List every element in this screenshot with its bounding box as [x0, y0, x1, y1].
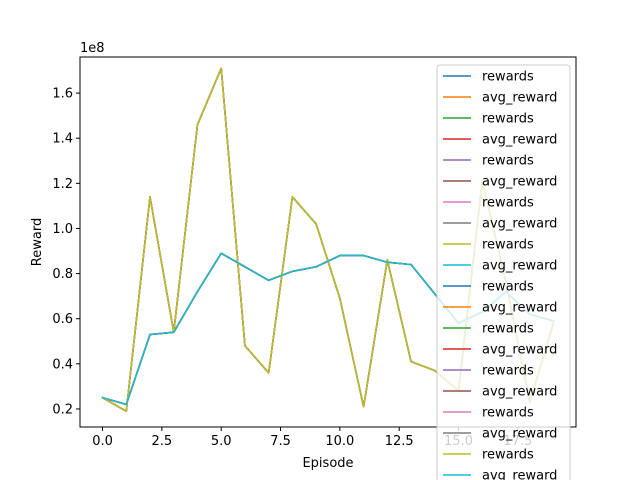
legend-label-rewards: rewards — [482, 322, 534, 337]
x-tick-label: 7.5 — [270, 434, 291, 449]
legend-label-avg-reward: avg_reward — [482, 385, 557, 400]
x-tick-label: 0.0 — [92, 434, 113, 449]
legend-label-avg-reward: avg_reward — [482, 469, 557, 480]
y-tick-label: 1.0 — [52, 222, 73, 237]
legend-label-avg-reward: avg_reward — [482, 301, 557, 316]
y-scale-offset-label: 1e8 — [80, 41, 105, 56]
x-tick-label: 10.0 — [325, 434, 354, 449]
x-tick-label: 12.5 — [385, 434, 414, 449]
legend-label-rewards: rewards — [482, 280, 534, 295]
legend-label-rewards: rewards — [482, 112, 534, 127]
legend: rewardsavg_rewardrewardsavg_rewardreward… — [436, 64, 571, 480]
legend-label-rewards: rewards — [482, 364, 534, 379]
x-tick-label: 5.0 — [211, 434, 232, 449]
legend-label-avg-reward: avg_reward — [482, 343, 557, 358]
legend-label-rewards: rewards — [482, 406, 534, 421]
legend-label-rewards: rewards — [482, 238, 534, 253]
legend-label-rewards: rewards — [482, 70, 534, 85]
legend-label-avg-reward: avg_reward — [482, 427, 557, 442]
y-axis-ticks: 0.2 0.4 0.6 0.8 1.0 1.2 1.4 1.6 — [52, 87, 80, 417]
legend-label-avg-reward: avg_reward — [482, 175, 557, 190]
legend-label-avg-reward: avg_reward — [482, 259, 557, 274]
y-tick-label: 0.8 — [52, 267, 73, 282]
y-axis-label: Reward — [30, 218, 45, 266]
legend-label-avg-reward: avg_reward — [482, 133, 557, 148]
y-tick-label: 1.2 — [52, 177, 73, 192]
legend-label-rewards: rewards — [482, 154, 534, 169]
legend-box — [436, 64, 571, 480]
legend-label-rewards: rewards — [482, 448, 534, 463]
y-tick-label: 0.4 — [52, 357, 73, 372]
legend-label-avg-reward: avg_reward — [482, 91, 557, 106]
legend-label-avg-reward: avg_reward — [482, 217, 557, 232]
x-axis-label: Episode — [302, 456, 353, 471]
plot-frame — [79, 56, 577, 428]
y-tick-label: 1.6 — [52, 87, 73, 102]
y-tick-label: 0.2 — [52, 402, 73, 417]
y-tick-label: 0.6 — [52, 312, 73, 327]
legend-label-rewards: rewards — [482, 196, 534, 211]
y-tick-label: 1.4 — [52, 132, 73, 147]
x-tick-label: 2.5 — [152, 434, 173, 449]
